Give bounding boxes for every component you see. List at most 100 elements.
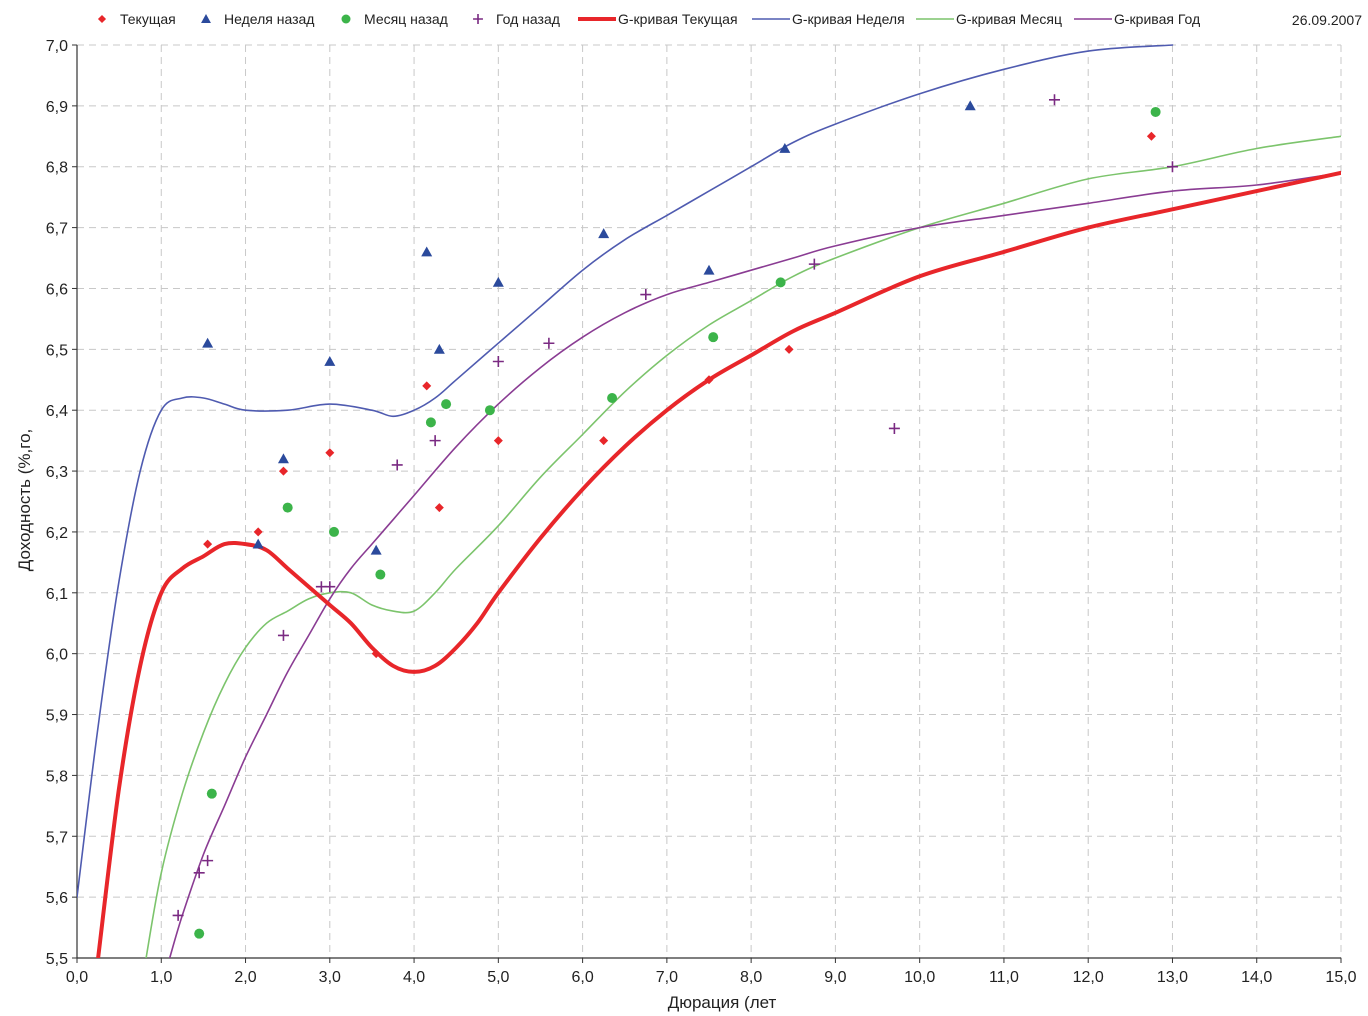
data-point	[375, 569, 386, 580]
x-tick-label: 15,0	[1325, 969, 1356, 986]
data-point	[324, 356, 336, 366]
y-tick-label: 6,3	[46, 464, 68, 481]
x-tick-label: 12,0	[1073, 969, 1104, 986]
x-axis-title: Дюрация (лет	[668, 993, 777, 1012]
x-tick-label: 3,0	[319, 969, 341, 986]
x-tick-label: 1,0	[150, 969, 172, 986]
data-point	[422, 381, 432, 391]
x-tick-label: 14,0	[1241, 969, 1272, 986]
data-point	[1146, 131, 1156, 141]
y-tick-label: 6,4	[46, 403, 68, 420]
axes: 0,0 1,0 2,0 3,0 4,0 5,0 6,0 7,0 8,0 9,0 10,0 11,0 12…	[46, 38, 1357, 986]
legend-item: G-кривая Год	[1074, 11, 1200, 27]
data-point	[473, 14, 483, 24]
legend-item: G-кривая Неделя	[752, 11, 905, 27]
data-point	[775, 277, 786, 288]
data-point	[434, 503, 444, 513]
data-point	[278, 466, 288, 476]
data-point	[421, 246, 433, 257]
y-tick-label: 5,5	[46, 951, 68, 968]
series-line	[96, 170, 1341, 958]
data-point	[325, 448, 335, 458]
y-tick-label: 7,0	[46, 38, 68, 55]
data-point	[203, 539, 213, 549]
y-tick-label: 5,8	[46, 768, 68, 785]
x-tick-label: 6,0	[571, 969, 593, 986]
data-point	[704, 375, 714, 385]
data-point	[492, 356, 504, 368]
y-tick-label: 6,7	[46, 221, 68, 238]
y-tick-label: 5,6	[46, 890, 68, 907]
x-tick-label: 9,0	[824, 969, 846, 986]
data-point	[1048, 94, 1060, 106]
y-tick-label: 6,2	[46, 525, 68, 542]
data-point	[194, 928, 205, 939]
data-point	[425, 417, 436, 428]
data-point	[206, 788, 217, 799]
series-line	[77, 44, 1174, 898]
legend-item: Год назад	[473, 11, 560, 27]
x-tick-label: 8,0	[740, 969, 762, 986]
x-tick-label: 4,0	[403, 969, 425, 986]
data-point	[492, 276, 504, 287]
data-point	[282, 502, 293, 513]
legend-label: Год назад	[496, 11, 560, 27]
data-point	[202, 337, 214, 348]
series-line	[168, 172, 1341, 958]
data-point	[202, 855, 214, 867]
data-point	[543, 337, 555, 349]
y-tick-label: 6,1	[46, 586, 68, 603]
data-point	[1166, 161, 1178, 173]
data-point	[341, 14, 351, 24]
y-tick-label: 5,9	[46, 708, 68, 725]
data-point	[371, 649, 381, 659]
legend-item: Текущая	[97, 11, 176, 27]
data-point	[703, 264, 715, 275]
legend-label: Неделя назад	[224, 11, 314, 27]
y-tick-label: 6,9	[46, 99, 68, 116]
legend-label: G-кривая Текущая	[618, 11, 738, 27]
data-point	[484, 405, 495, 416]
data-point	[493, 436, 503, 446]
legend-item: Месяц назад	[341, 11, 448, 27]
x-tick-label: 7,0	[656, 969, 678, 986]
data-point	[201, 14, 211, 23]
legend: Текущая Неделя назад Месяц назад Год назад G…	[97, 11, 1200, 27]
x-tick-label: 11,0	[989, 969, 1019, 986]
data-point	[370, 544, 382, 555]
y-axis-title: Доходность (%,го,	[15, 429, 34, 572]
data-point	[391, 459, 403, 471]
x-tick-label: 0,0	[66, 969, 88, 986]
data-point	[441, 399, 452, 410]
data-point	[433, 343, 445, 354]
data-point	[708, 332, 719, 343]
data-point	[329, 526, 340, 537]
data-point	[779, 142, 791, 153]
data-point	[640, 289, 652, 301]
grid	[77, 44, 1342, 958]
data-point	[97, 14, 107, 24]
data-point	[324, 581, 336, 593]
data-point	[277, 453, 289, 464]
legend-label: G-кривая Год	[1114, 11, 1200, 27]
legend-label: G-кривая Неделя	[792, 11, 905, 27]
x-tick-label: 2,0	[234, 969, 256, 986]
data-point	[607, 393, 618, 404]
data-point	[1150, 106, 1161, 117]
y-tick-label: 5,7	[46, 829, 68, 846]
data-point	[252, 538, 264, 549]
data-point	[888, 422, 900, 434]
legend-item: G-кривая Текущая	[578, 11, 738, 27]
data-point	[429, 435, 441, 447]
series-line	[145, 135, 1341, 958]
data-point	[253, 527, 263, 537]
legend-item: Неделя назад	[201, 11, 314, 27]
legend-label: Текущая	[120, 11, 176, 27]
y-tick-label: 6,8	[46, 160, 68, 177]
data-point	[784, 344, 794, 354]
date-label: 26.09.2007	[1292, 12, 1362, 28]
data-point	[277, 629, 289, 641]
data-point	[599, 436, 609, 446]
